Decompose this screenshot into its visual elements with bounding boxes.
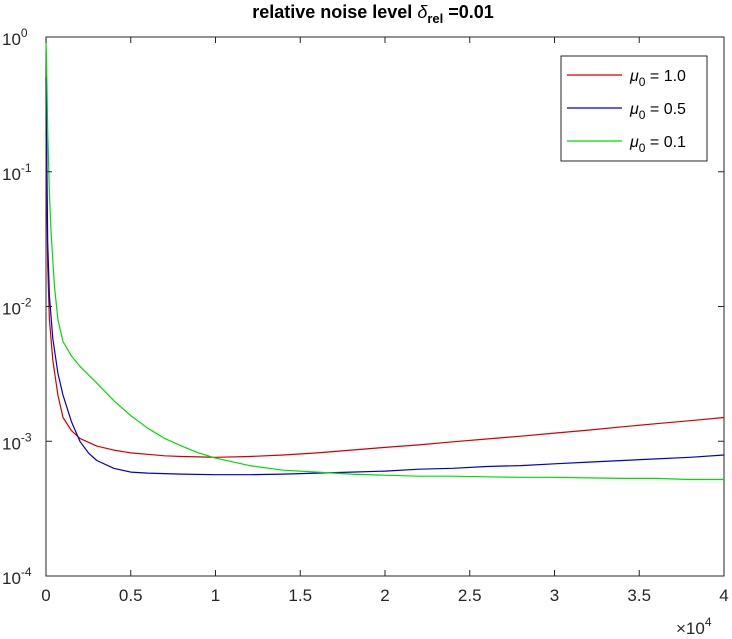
x-tick-label: 3.5 — [627, 586, 651, 605]
x-exponent-power: 4 — [705, 615, 712, 629]
legend-symbol: μ — [629, 101, 639, 118]
legend-subscript: 0 — [639, 75, 646, 89]
y-tick-exponent: -2 — [21, 296, 32, 310]
chart-title: relative noise level δrel =0.01 — [252, 2, 494, 26]
legend-entry-2: μ0 = 0.1 — [629, 134, 686, 155]
x-tick-label: 3 — [550, 586, 559, 605]
x-tick-label: 1.5 — [288, 586, 312, 605]
x-tick-label: 2 — [380, 586, 389, 605]
y-tick-exponent: -3 — [21, 430, 32, 444]
x-exponent-label: ×104 — [676, 615, 712, 638]
y-tick-label: 10-4 — [2, 565, 32, 588]
series-layer — [45, 38, 725, 481]
y-tick-exponent: 0 — [21, 26, 28, 40]
y-tick-base: 10 — [2, 165, 21, 184]
x-tick-label: 4 — [719, 586, 728, 605]
chart-title-prefix: relative noise level — [252, 2, 417, 22]
y-tick-label: 100 — [2, 26, 28, 49]
legend-suffix: = 1.0 — [645, 68, 686, 85]
y-tick-base: 10 — [2, 30, 21, 49]
y-tick-label: 10-1 — [2, 161, 32, 184]
x-tick-label: 0 — [41, 586, 50, 605]
y-tick-label: 10-3 — [2, 430, 32, 453]
x-exponent-base: ×10 — [676, 619, 705, 638]
chart-title-symbol: δ — [417, 2, 428, 22]
series-line-0 — [45, 131, 725, 458]
series-line-1 — [45, 77, 725, 476]
y-tick-exponent: -4 — [21, 565, 32, 579]
legend-symbol: μ — [629, 134, 639, 151]
legend-entry-1: μ0 = 0.5 — [629, 101, 686, 122]
x-tick-label: 0.5 — [119, 586, 143, 605]
legend-suffix: = 0.1 — [645, 134, 686, 151]
legend-subscript: 0 — [639, 141, 646, 155]
chart-title-suffix: =0.01 — [443, 2, 494, 22]
legend-subscript: 0 — [639, 108, 646, 122]
y-tick-base: 10 — [2, 434, 21, 453]
legend-suffix: = 0.5 — [645, 101, 686, 118]
legend-symbol: μ — [629, 68, 639, 85]
y-tick-label: 10-2 — [2, 296, 32, 319]
y-tick-base: 10 — [2, 569, 21, 588]
chart-title-subscript: rel — [427, 11, 443, 26]
y-tick-base: 10 — [2, 300, 21, 319]
x-tick-label: 2.5 — [458, 586, 482, 605]
x-tick-label: 1 — [211, 586, 220, 605]
legend-entry-0: μ0 = 1.0 — [629, 68, 686, 89]
y-tick-exponent: -1 — [21, 161, 32, 175]
legend: μ0 = 1.0μ0 = 0.5μ0 = 0.1 — [560, 55, 708, 162]
series-line-2 — [45, 38, 724, 481]
